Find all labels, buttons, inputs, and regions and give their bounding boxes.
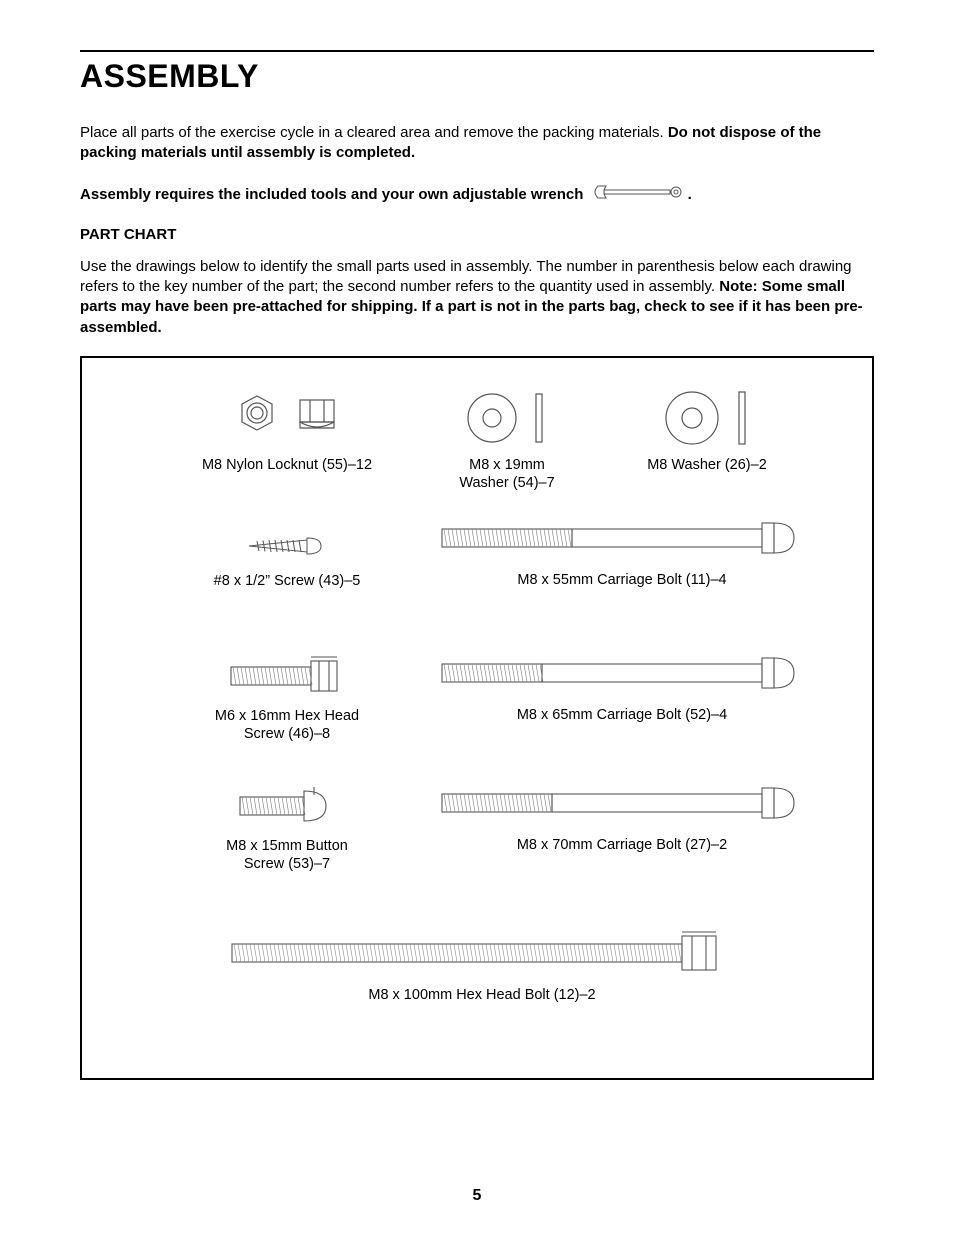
part-washer19: M8 x 19mm Washer (54)–7 [427,388,587,492]
part-chart-box: M8 Nylon Locknut (55)–12 M8 x 19mm Washe… [80,356,874,1080]
part-label: M8 x 55mm Carriage Bolt (11)–4 [432,571,812,589]
part-label: M8 x 70mm Carriage Bolt (27)–2 [432,836,812,854]
part-button15: M8 x 15mm Button Screw (53)–7 [172,783,402,873]
tools-tail: . [688,186,692,203]
tools-line: Assembly requires the included tools and… [80,182,874,208]
page-title: ASSEMBLY [80,58,874,95]
part-hex16: M6 x 16mm Hex Head Screw (46)–8 [172,653,402,743]
part-label: M8 x 100mm Hex Head Bolt (12)–2 [222,986,742,1004]
part-label: M8 x 15mm Button Screw (53)–7 [172,837,402,873]
part-locknut: M8 Nylon Locknut (55)–12 [172,388,402,474]
part-label: M8 Washer (26)–2 [622,456,792,474]
part-cb55: M8 x 55mm Carriage Bolt (11)–4 [432,513,812,589]
wrench-icon [592,182,684,208]
part-cb70: M8 x 70mm Carriage Bolt (27)–2 [432,778,812,854]
intro-paragraph: Place all parts of the exercise cycle in… [80,123,874,164]
partchart-heading: PART CHART [80,226,874,243]
part-label: M8 x 65mm Carriage Bolt (52)–4 [432,706,812,724]
part-washer: M8 Washer (26)–2 [622,388,792,474]
part-label: M8 Nylon Locknut (55)–12 [172,456,402,474]
part-label: #8 x 1/2” Screw (43)–5 [172,572,402,590]
page-number: 5 [0,1187,954,1205]
part-hex100: M8 x 100mm Hex Head Bolt (12)–2 [222,928,742,1004]
intro-lead: Place all parts of the exercise cycle in… [80,124,668,141]
part-label: M6 x 16mm Hex Head Screw (46)–8 [172,707,402,743]
part-label: M8 x 19mm Washer (54)–7 [427,456,587,492]
partchart-desc: Use the drawings below to identify the s… [80,257,874,338]
part-cb65: M8 x 65mm Carriage Bolt (52)–4 [432,648,812,724]
tools-lead: Assembly requires the included tools and… [80,186,583,203]
part-screw8: #8 x 1/2” Screw (43)–5 [172,528,402,590]
